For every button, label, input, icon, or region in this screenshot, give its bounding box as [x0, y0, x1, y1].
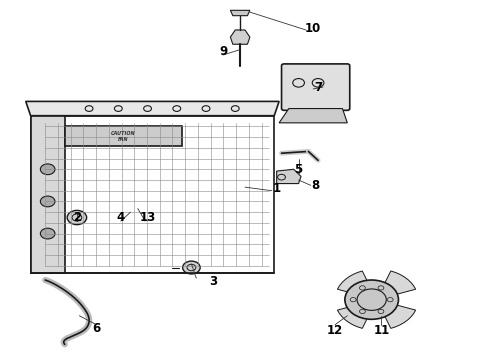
Circle shape: [40, 164, 55, 175]
Circle shape: [360, 287, 393, 312]
Polygon shape: [279, 109, 347, 123]
Polygon shape: [65, 126, 182, 146]
Polygon shape: [30, 116, 65, 273]
Text: 2: 2: [73, 211, 81, 224]
Text: 10: 10: [305, 22, 321, 35]
Text: 3: 3: [209, 275, 218, 288]
Polygon shape: [26, 102, 279, 116]
Polygon shape: [338, 305, 369, 328]
Text: 6: 6: [92, 322, 100, 335]
Text: 11: 11: [373, 324, 390, 337]
Text: 4: 4: [117, 211, 125, 224]
Circle shape: [40, 228, 55, 239]
FancyBboxPatch shape: [30, 116, 274, 273]
Polygon shape: [230, 30, 250, 44]
Text: CAUTION
FAN: CAUTION FAN: [111, 131, 136, 142]
Text: 5: 5: [294, 163, 303, 176]
Circle shape: [368, 293, 385, 306]
Text: 9: 9: [219, 45, 227, 58]
Text: 13: 13: [140, 211, 156, 224]
Circle shape: [67, 210, 87, 225]
Circle shape: [183, 261, 200, 274]
Polygon shape: [384, 271, 416, 294]
Circle shape: [345, 280, 398, 319]
Text: 1: 1: [272, 183, 281, 195]
FancyBboxPatch shape: [282, 64, 350, 111]
Circle shape: [40, 196, 55, 207]
Polygon shape: [277, 169, 301, 184]
Text: 12: 12: [327, 324, 343, 337]
Polygon shape: [230, 10, 250, 16]
Text: 7: 7: [314, 81, 322, 94]
Polygon shape: [384, 305, 416, 328]
Text: 8: 8: [312, 179, 320, 192]
Polygon shape: [338, 271, 369, 294]
